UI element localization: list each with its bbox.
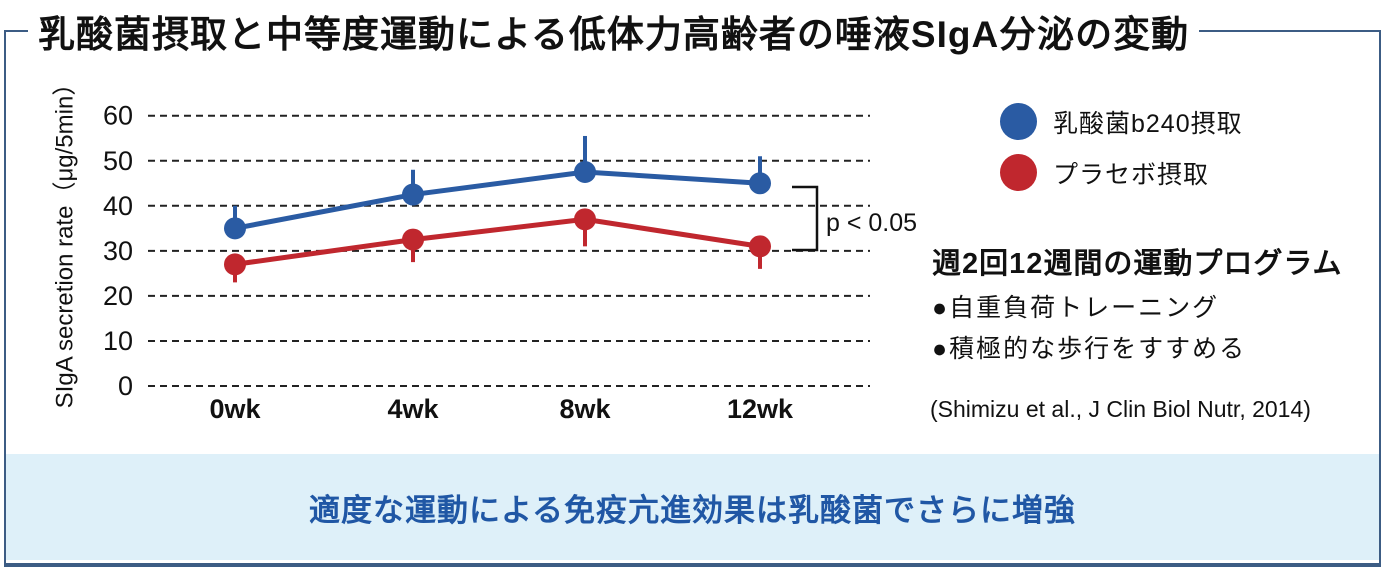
data-point bbox=[402, 183, 424, 206]
exercise-program-heading: 週2回12週間の運動プログラム bbox=[932, 248, 1343, 280]
legend-marker-red-icon bbox=[1000, 154, 1037, 191]
p-value-label: p < 0.05 bbox=[826, 209, 917, 237]
data-point bbox=[749, 235, 771, 258]
conclusion-text: 適度な運動による免疫亢進効果は乳酸菌でさらに増強 bbox=[308, 492, 1077, 528]
source-citation: (Shimizu et al., J Clin Biol Nutr, 2014) bbox=[930, 396, 1311, 422]
data-point bbox=[749, 172, 771, 195]
data-point bbox=[402, 228, 424, 251]
y-tick-label-60: 60 bbox=[103, 101, 133, 131]
x-tick-label-0wk: 0wk bbox=[209, 394, 261, 424]
data-point bbox=[574, 161, 596, 184]
siga-line-chart: 0 10 20 30 40 50 60 0wk 4wk 8wk 12wk p < 0.05 bbox=[103, 101, 917, 424]
x-tick-label-12wk: 12wk bbox=[727, 394, 794, 424]
figure-title: 乳酸菌摂取と中等度運動による低体力高齢者の唾液SIgA分泌の変動 bbox=[28, 4, 1200, 58]
y-tick-label-40: 40 bbox=[103, 191, 133, 221]
conclusion-banner: 適度な運動による免疫亢進効果は乳酸菌でさらに増強 bbox=[6, 454, 1379, 560]
y-tick-label-50: 50 bbox=[103, 146, 133, 176]
legend-label-placebo: プラセボ摂取 bbox=[1053, 160, 1210, 189]
y-tick-label-0: 0 bbox=[118, 371, 133, 401]
data-point bbox=[224, 217, 246, 240]
significance-bracket bbox=[792, 185, 819, 252]
x-tick-label-8wk: 8wk bbox=[559, 394, 611, 424]
y-tick-label-20: 20 bbox=[103, 281, 133, 311]
legend-label-b240: 乳酸菌b240摂取 bbox=[1053, 109, 1243, 138]
legend-item-placebo: プラセボ摂取 bbox=[1000, 154, 1243, 191]
series-line-0 bbox=[234, 169, 761, 231]
series-line-1 bbox=[234, 216, 761, 267]
y-axis-label: SIgA secretion rate（μg/5min） bbox=[51, 71, 79, 409]
x-tick-label-4wk: 4wk bbox=[387, 394, 439, 424]
bullet-active-walking: ●積極的な歩行をすすめる bbox=[932, 335, 1247, 363]
data-point bbox=[224, 253, 246, 276]
chart-legend: 乳酸菌b240摂取 プラセボ摂取 bbox=[1000, 103, 1243, 205]
legend-marker-blue-icon bbox=[1000, 103, 1037, 140]
bullet-bodyweight-training: ●自重負荷トレーニング bbox=[932, 294, 1220, 322]
legend-item-b240: 乳酸菌b240摂取 bbox=[1000, 103, 1243, 140]
y-tick-label-10: 10 bbox=[103, 326, 133, 356]
exercise-program-bullets: ●自重負荷トレーニング ●積極的な歩行をすすめる bbox=[932, 288, 1246, 370]
data-point bbox=[574, 208, 596, 231]
y-tick-label-30: 30 bbox=[103, 236, 133, 266]
